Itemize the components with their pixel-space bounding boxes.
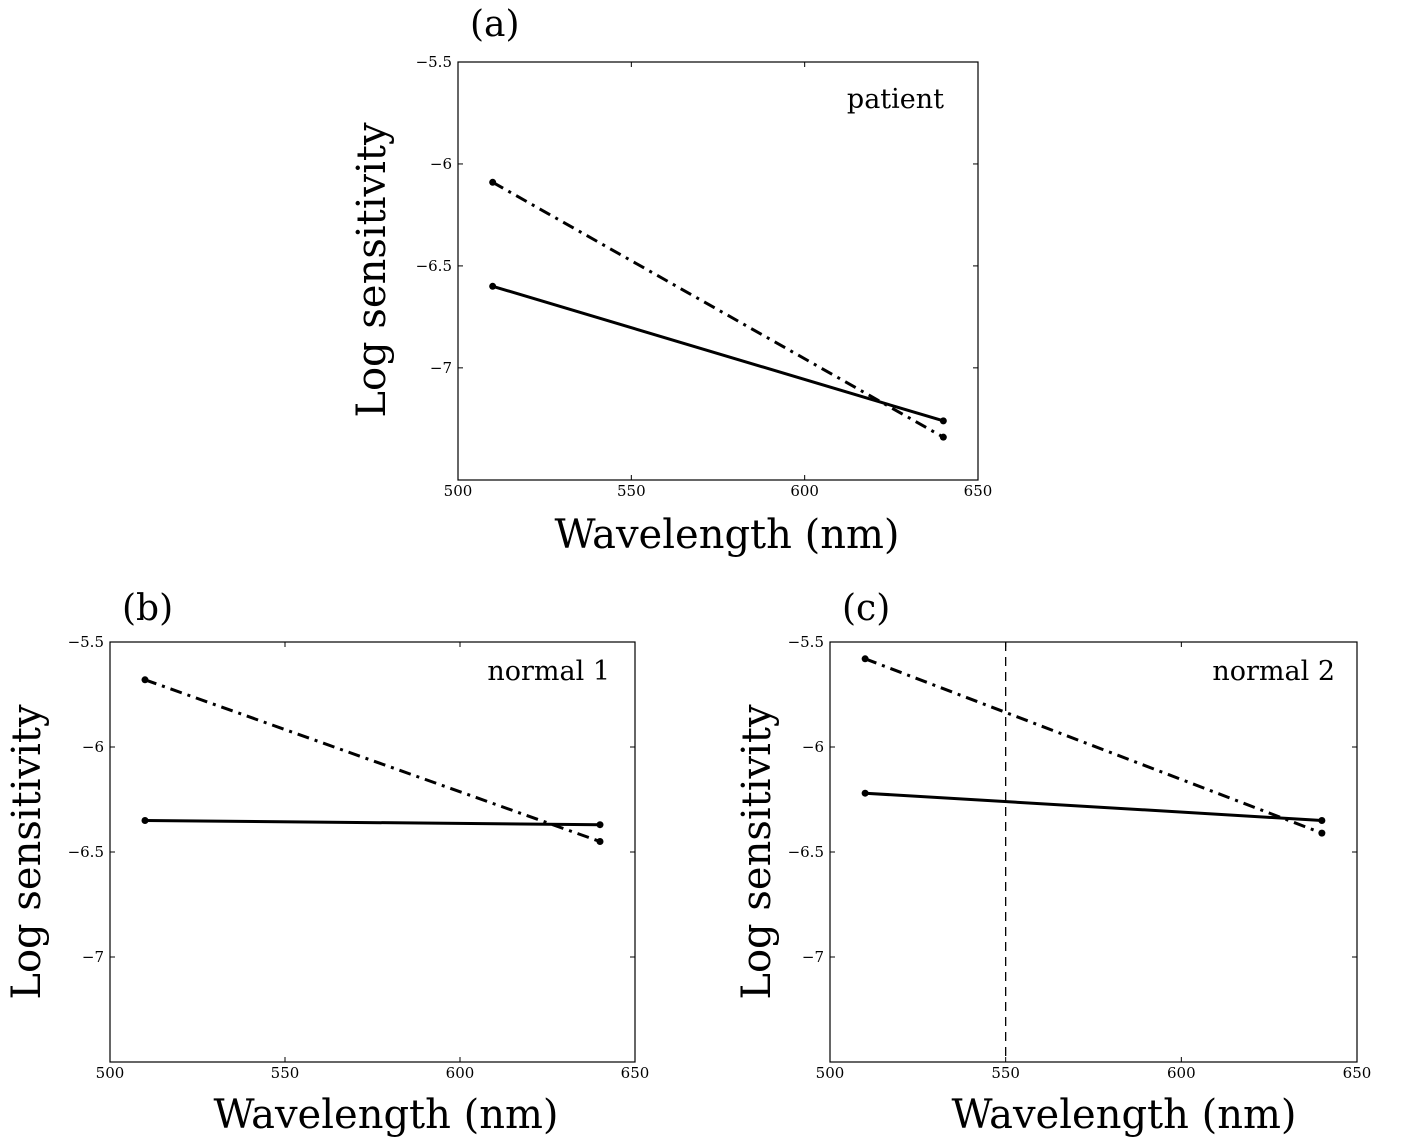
y-tick-label: −7 xyxy=(82,948,104,966)
chart-panel-a: 500 550 600 650 −5.5 −6 −6.5 −7 (a) patient Wavele… xyxy=(349,4,992,558)
series-line-solid xyxy=(144,819,601,827)
data-point-solid xyxy=(861,789,869,797)
data-point-dashed xyxy=(939,433,947,441)
x-tick-label: 600 xyxy=(790,482,819,500)
data-point-dashed xyxy=(1318,829,1326,837)
data-point-solid xyxy=(1318,817,1326,824)
chart-panel-c: 500 550 600 650 −5.5 −6 −6.5 −7 (c) normal 2 Wavel… xyxy=(734,588,1371,1138)
x-tick-label: 650 xyxy=(964,482,993,500)
data-point-dashed xyxy=(489,178,497,186)
y-tick-label: −7 xyxy=(430,359,452,377)
data-point-solid xyxy=(141,817,149,824)
data-point-dashed xyxy=(141,676,149,684)
panel-annotation: normal 2 xyxy=(1212,656,1335,687)
y-tick-label: −5.5 xyxy=(68,633,104,651)
panel-label: (b) xyxy=(122,588,173,629)
plot-frame xyxy=(829,641,1358,1063)
x-axis-title: Wavelength (nm) xyxy=(951,1092,1296,1138)
panel-label: (a) xyxy=(470,4,520,45)
y-tick-label: −6 xyxy=(82,738,104,756)
y-axis-title: Log sensitivity xyxy=(349,122,395,418)
data-point-solid xyxy=(489,282,497,290)
y-axis-title: Log sensitivity xyxy=(4,704,50,1000)
x-tick-label: 600 xyxy=(1167,1064,1196,1082)
y-tick-label: −6.5 xyxy=(68,843,104,861)
series-line-solid xyxy=(865,791,1322,822)
plot-frame xyxy=(109,641,636,1063)
plot-frame xyxy=(457,61,979,481)
series-line-dashed xyxy=(144,678,601,843)
x-tick-label: 500 xyxy=(96,1064,125,1082)
chart-panel-b: 500 550 600 650 −5.5 −6 −6.5 −7 (b) normal 1 Wavel… xyxy=(4,588,649,1138)
x-tick-label: 500 xyxy=(444,482,473,500)
x-tick-label: 500 xyxy=(816,1064,845,1082)
x-axis-title: Wavelength (nm) xyxy=(554,512,899,558)
x-tick-label: 650 xyxy=(1343,1064,1372,1082)
x-tick-label: 650 xyxy=(621,1064,650,1082)
panel-annotation: patient xyxy=(847,84,944,115)
panel-annotation: normal 1 xyxy=(487,656,610,687)
data-point-dashed xyxy=(596,838,604,845)
data-point-solid xyxy=(596,821,604,829)
y-tick-label: −6.5 xyxy=(416,257,452,275)
data-point-dashed xyxy=(861,655,869,663)
series-line-solid xyxy=(492,284,944,423)
x-axis-title: Wavelength (nm) xyxy=(213,1092,558,1138)
y-axis-title: Log sensitivity xyxy=(734,704,780,1000)
y-tick-label: −7 xyxy=(802,948,824,966)
panel-label: (c) xyxy=(842,588,890,629)
y-tick-label: −6.5 xyxy=(788,843,824,861)
x-tick-label: 550 xyxy=(271,1064,300,1082)
y-tick-label: −5.5 xyxy=(416,53,452,71)
y-tick-label: −5.5 xyxy=(788,633,824,651)
x-tick-label: 550 xyxy=(617,482,646,500)
series-line-dashed xyxy=(491,180,945,439)
series-line-dashed xyxy=(864,657,1323,835)
x-tick-label: 600 xyxy=(446,1064,475,1082)
x-tick-label: 550 xyxy=(991,1064,1020,1082)
y-tick-label: −6 xyxy=(430,155,452,173)
y-tick-label: −6 xyxy=(802,738,824,756)
data-point-solid xyxy=(939,417,947,425)
